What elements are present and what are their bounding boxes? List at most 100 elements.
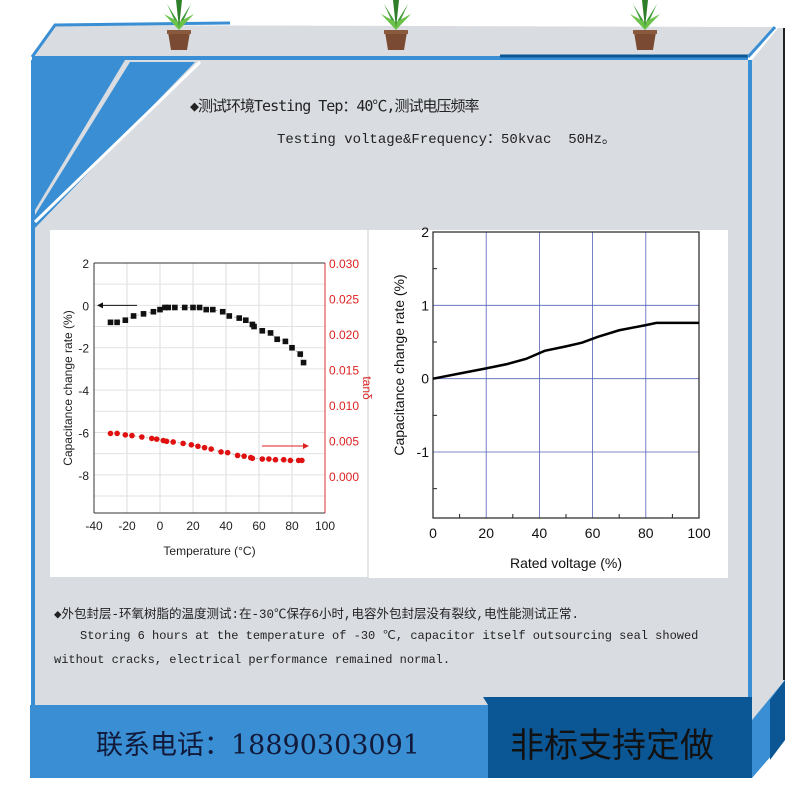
x-axis-label: Temperature (°C) <box>163 544 255 558</box>
data-point <box>148 435 155 442</box>
data-point <box>289 344 295 351</box>
data-point <box>114 319 120 326</box>
x-tick-label: 0 <box>157 519 164 533</box>
x-tick-label: 40 <box>219 519 233 533</box>
data-point <box>272 456 279 463</box>
y-tick-label: -8 <box>78 469 89 483</box>
data-point <box>300 359 307 366</box>
data-point <box>114 430 120 437</box>
plant-pot-icon <box>164 0 194 50</box>
chart-rated-voltage: 0 20 40 60 80 100 2 1 0 -1 Rated voltage (%) Capaci… <box>391 224 711 571</box>
blue-wedge <box>32 60 125 215</box>
data-point <box>282 338 289 345</box>
data-point <box>280 456 287 463</box>
left-axis-arrowhead <box>97 302 103 309</box>
plant-pot-icon <box>381 0 411 50</box>
pot-rim <box>167 30 191 34</box>
data-point <box>251 323 257 330</box>
data-point <box>139 434 145 440</box>
data-point <box>129 432 135 439</box>
pot-rim <box>384 30 408 34</box>
y2-tick-label: 0.025 <box>329 293 359 307</box>
y-tick-label: -2 <box>78 342 89 356</box>
x-tick-label: 100 <box>687 525 711 541</box>
data-point <box>163 438 170 445</box>
data-point <box>172 304 178 311</box>
epoxy-test-en-1: Storing 6 hours at the temperature of -3… <box>80 629 699 643</box>
x-tick-label: 40 <box>532 525 548 541</box>
x-tick-label: -20 <box>118 519 136 533</box>
data-point <box>201 444 208 451</box>
y-tick-label: -1 <box>417 444 430 460</box>
x-tick-label: 60 <box>252 519 266 533</box>
x-tick-label: 80 <box>285 519 299 533</box>
y-axis-label: Capacitance change rate (%) <box>61 310 75 465</box>
panel-right-side <box>752 28 785 720</box>
data-point <box>243 317 249 324</box>
custom-banner-box <box>483 697 752 778</box>
data-point <box>266 456 272 462</box>
pot <box>634 32 656 50</box>
data-point <box>219 308 226 315</box>
data-point <box>259 327 266 334</box>
y-tick-label: 2 <box>421 224 429 240</box>
x-tick-label: 60 <box>585 525 601 541</box>
data-point <box>236 315 242 321</box>
pot <box>168 32 190 50</box>
y-tick-label: -4 <box>78 384 89 398</box>
data-point <box>267 330 274 336</box>
data-point <box>181 304 188 311</box>
plot-border <box>432 231 700 519</box>
y2-axis-label: tanδ <box>360 376 374 400</box>
right-axis-arrowhead <box>303 443 309 449</box>
data-point <box>190 304 196 311</box>
contact-phone: 联系电话：18890303091 <box>96 730 420 761</box>
pot <box>385 32 407 50</box>
data-point <box>287 457 294 464</box>
y2-tick-label: 0.005 <box>329 435 359 449</box>
x-axis-label: Rated voltage (%) <box>510 555 622 571</box>
data-point <box>195 443 201 450</box>
y2-tick-label: 0.010 <box>329 399 359 413</box>
y2-tick-label: 0.015 <box>329 364 359 378</box>
y-tick-label: 0 <box>421 371 429 387</box>
data-point <box>297 351 304 357</box>
pot-rim <box>633 30 657 34</box>
data-point <box>226 313 233 319</box>
custom-made-label: 非标支持定做 <box>510 726 714 766</box>
data-point <box>259 456 266 462</box>
data-point <box>208 446 214 452</box>
leaf <box>642 0 648 28</box>
test-environment-line: ◆测试环境Testing Tep：40℃,测试电压频率 <box>190 97 479 115</box>
data-point <box>170 439 176 445</box>
data-point <box>224 449 231 456</box>
chart-temperature: -40 -20 0 20 40 60 80 10020-2-4-6-80.0300.0250.… <box>61 257 374 558</box>
y-tick-label: -6 <box>78 426 89 440</box>
data-point <box>196 304 203 311</box>
data-point <box>130 313 137 319</box>
data-point <box>157 306 163 313</box>
epoxy-test-cn: ◆外包封层-环氧树脂的温度测试:在-30℃保存6小时,电容外包封层没有裂纹,电性… <box>54 608 580 622</box>
data-point <box>122 432 129 438</box>
data-point <box>299 457 305 464</box>
data-point <box>150 308 157 315</box>
data-point <box>203 306 209 313</box>
data-point <box>153 436 160 442</box>
data-point <box>249 455 256 462</box>
y2-tick-label: 0.030 <box>329 257 359 271</box>
y-tick-label: 1 <box>421 297 429 313</box>
data-point <box>180 440 186 447</box>
series-line <box>110 307 304 363</box>
data-point <box>162 304 168 311</box>
series-line <box>110 433 302 461</box>
data-point <box>165 304 172 311</box>
data-point <box>234 452 241 459</box>
data-point <box>122 317 129 324</box>
y-tick-label: 0 <box>82 299 89 313</box>
test-voltage-line: Testing voltage&Frequency：50kvac 50Hz。 <box>277 132 616 148</box>
data-point <box>140 311 147 317</box>
data-point <box>210 306 216 313</box>
series-line <box>432 321 699 380</box>
